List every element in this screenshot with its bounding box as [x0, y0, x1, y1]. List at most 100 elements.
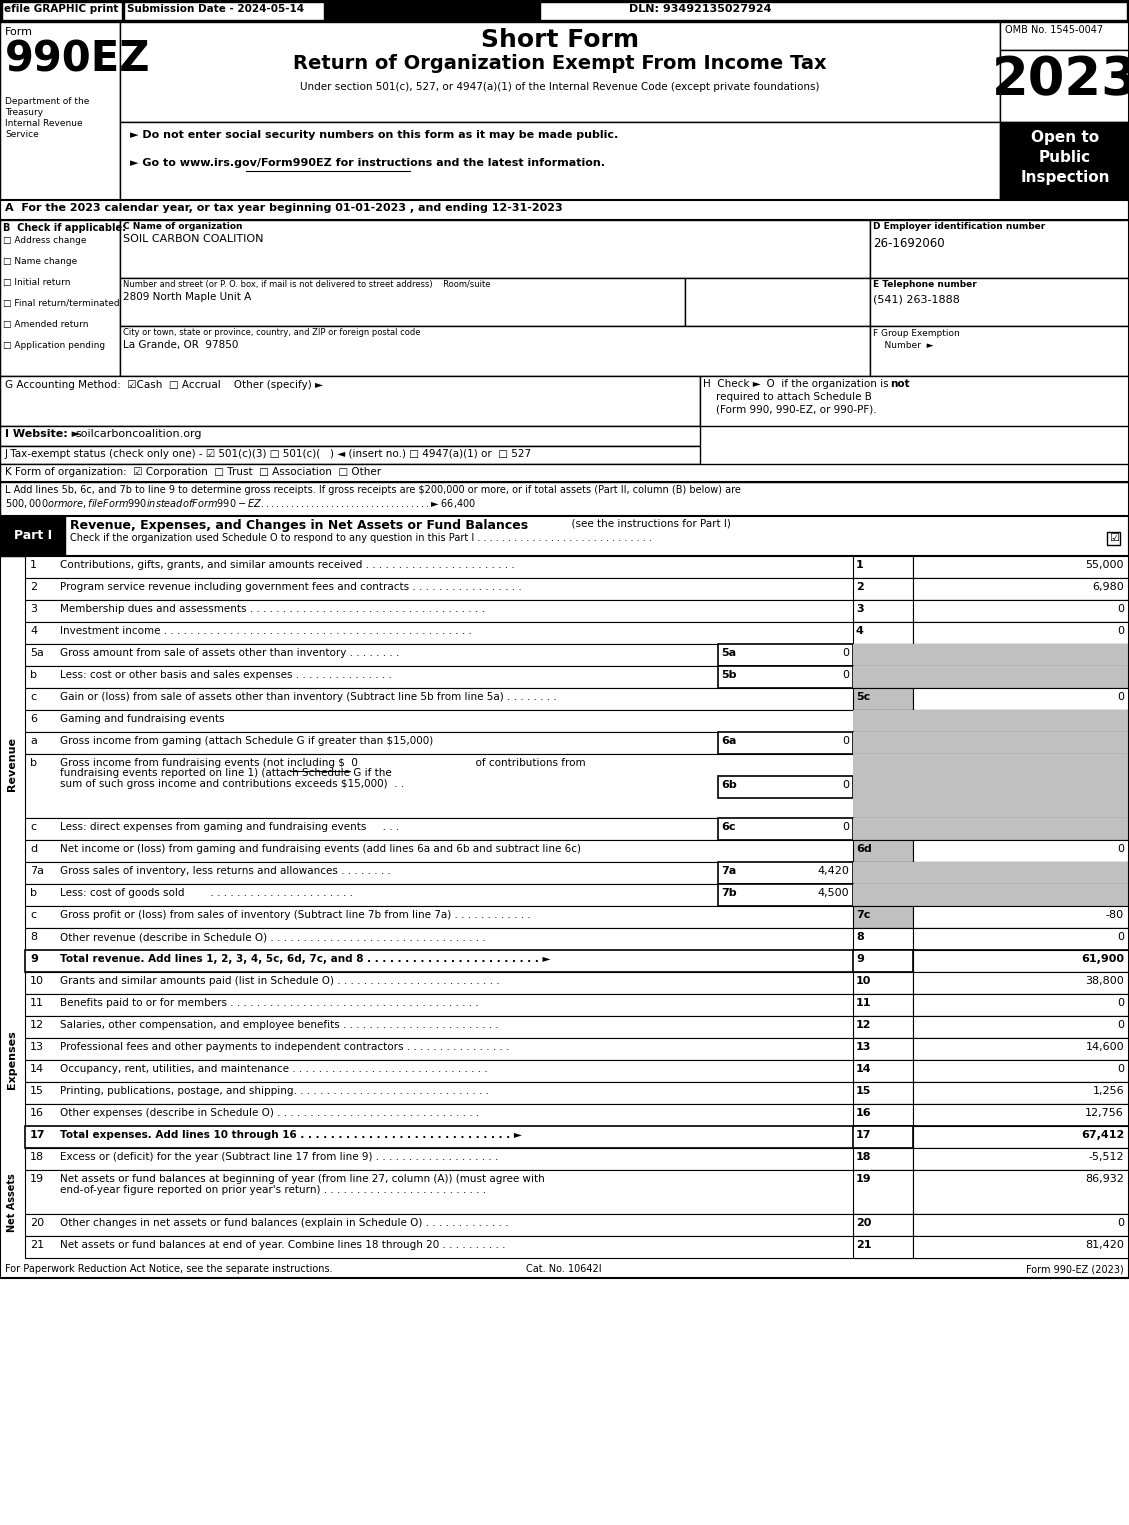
- Bar: [870, 326, 1129, 377]
- Text: Net income or (loss) from gaming and fundraising events (add lines 6a and 6b and: Net income or (loss) from gaming and fun…: [60, 843, 581, 854]
- Bar: [124, 2, 324, 20]
- Bar: [0, 464, 1129, 482]
- Text: Service: Service: [5, 130, 38, 139]
- Text: 20: 20: [30, 1218, 44, 1228]
- Text: 990EZ: 990EZ: [5, 38, 150, 79]
- Bar: [913, 1104, 1129, 1125]
- Text: Number  ►: Number ►: [873, 342, 934, 351]
- Bar: [0, 21, 120, 200]
- Text: 11: 11: [30, 997, 44, 1008]
- Bar: [2, 2, 122, 20]
- Bar: [913, 884, 1129, 906]
- Bar: [854, 578, 913, 599]
- Text: 4: 4: [856, 625, 864, 636]
- Text: La Grande, OR  97850: La Grande, OR 97850: [123, 340, 238, 351]
- Text: 0: 0: [1117, 997, 1124, 1008]
- Bar: [25, 950, 1129, 971]
- Bar: [25, 578, 1129, 599]
- Text: 5a: 5a: [30, 648, 44, 657]
- Text: 12,756: 12,756: [1085, 1109, 1124, 1118]
- Bar: [25, 1060, 1129, 1083]
- Text: 5c: 5c: [856, 692, 870, 702]
- Text: Net assets or fund balances at beginning of year (from line 27, column (A)) (mus: Net assets or fund balances at beginning…: [60, 1174, 545, 1183]
- Text: Open to: Open to: [1031, 130, 1099, 145]
- Text: 0: 0: [1117, 1020, 1124, 1029]
- Text: Net Assets: Net Assets: [7, 1174, 17, 1232]
- Text: 8: 8: [856, 932, 864, 942]
- Text: Program service revenue including government fees and contracts . . . . . . . . : Program service revenue including govern…: [60, 583, 522, 592]
- Text: c: c: [30, 822, 36, 833]
- Text: D Employer identification number: D Employer identification number: [873, 223, 1045, 230]
- Text: Less: cost or other basis and sales expenses . . . . . . . . . . . . . . .: Less: cost or other basis and sales expe…: [60, 669, 392, 680]
- Text: Investment income . . . . . . . . . . . . . . . . . . . . . . . . . . . . . . . : Investment income . . . . . . . . . . . …: [60, 625, 472, 636]
- Bar: [0, 0, 1129, 1278]
- Text: 0: 0: [1117, 692, 1124, 702]
- Bar: [854, 1083, 913, 1104]
- Bar: [854, 753, 913, 817]
- Bar: [913, 644, 1129, 666]
- Text: Internal Revenue: Internal Revenue: [5, 119, 82, 128]
- Bar: [913, 1060, 1129, 1083]
- Text: Gross profit or (loss) from sales of inventory (Subtract line 7b from line 7a) .: Gross profit or (loss) from sales of inv…: [60, 910, 531, 920]
- Bar: [854, 1214, 913, 1235]
- Bar: [0, 220, 1129, 377]
- Text: d: d: [30, 843, 37, 854]
- Text: 11: 11: [856, 997, 872, 1008]
- Bar: [718, 817, 854, 840]
- Text: For Paperwork Reduction Act Notice, see the separate instructions.: For Paperwork Reduction Act Notice, see …: [5, 1264, 333, 1273]
- Text: E Telephone number: E Telephone number: [873, 281, 977, 290]
- Bar: [870, 220, 1129, 278]
- Text: O  if the organization is: O if the organization is: [760, 380, 892, 389]
- Bar: [25, 599, 1129, 622]
- Bar: [120, 326, 870, 377]
- Bar: [854, 557, 913, 578]
- Bar: [913, 1039, 1129, 1060]
- Text: C Name of organization: C Name of organization: [123, 223, 243, 230]
- Text: 5b: 5b: [721, 669, 736, 680]
- Text: Benefits paid to or for members . . . . . . . . . . . . . . . . . . . . . . . . : Benefits paid to or for members . . . . …: [60, 997, 479, 1008]
- Text: 18: 18: [30, 1151, 44, 1162]
- Text: □ Application pending: □ Application pending: [3, 342, 105, 351]
- Bar: [25, 1148, 1129, 1170]
- Text: 0: 0: [1117, 625, 1124, 636]
- Text: 16: 16: [856, 1109, 872, 1118]
- Text: 0: 0: [842, 669, 849, 680]
- Text: 1: 1: [856, 560, 864, 570]
- Text: a: a: [30, 737, 37, 746]
- Text: c: c: [30, 910, 36, 920]
- Text: □ Name change: □ Name change: [3, 258, 77, 265]
- Bar: [25, 994, 1129, 1016]
- Bar: [0, 377, 700, 425]
- Text: Salaries, other compensation, and employee benefits . . . . . . . . . . . . . . : Salaries, other compensation, and employ…: [60, 1020, 499, 1029]
- Bar: [913, 1148, 1129, 1170]
- Text: Expenses: Expenses: [7, 1031, 17, 1089]
- Bar: [854, 688, 913, 711]
- Text: Inspection: Inspection: [1021, 169, 1110, 185]
- Text: 21: 21: [856, 1240, 872, 1250]
- Bar: [25, 644, 1129, 666]
- Text: Public: Public: [1039, 149, 1091, 165]
- Text: 8: 8: [30, 932, 37, 942]
- Text: 14,600: 14,600: [1085, 1042, 1124, 1052]
- Text: Occupancy, rent, utilities, and maintenance . . . . . . . . . . . . . . . . . . : Occupancy, rent, utilities, and maintena…: [60, 1064, 488, 1074]
- Bar: [913, 950, 1129, 971]
- Bar: [913, 753, 1129, 817]
- Text: Contributions, gifts, grants, and similar amounts received . . . . . . . . . . .: Contributions, gifts, grants, and simila…: [60, 560, 515, 570]
- Text: 2023: 2023: [991, 53, 1129, 107]
- Text: 0: 0: [1117, 843, 1124, 854]
- Bar: [120, 21, 1000, 122]
- Text: 13: 13: [30, 1042, 44, 1052]
- Bar: [854, 622, 913, 644]
- Bar: [1000, 50, 1129, 122]
- Bar: [25, 666, 1129, 688]
- Text: 3: 3: [856, 604, 864, 615]
- Text: 0: 0: [1117, 1218, 1124, 1228]
- Text: 17: 17: [30, 1130, 45, 1141]
- Text: 0: 0: [842, 737, 849, 746]
- Text: 18: 18: [856, 1151, 872, 1162]
- Bar: [0, 515, 65, 557]
- Text: 0: 0: [842, 648, 849, 657]
- Text: Cat. No. 10642I: Cat. No. 10642I: [526, 1264, 602, 1273]
- Text: end-of-year figure reported on prior year's return) . . . . . . . . . . . . . . : end-of-year figure reported on prior yea…: [60, 1185, 487, 1196]
- Text: 4,420: 4,420: [817, 866, 849, 875]
